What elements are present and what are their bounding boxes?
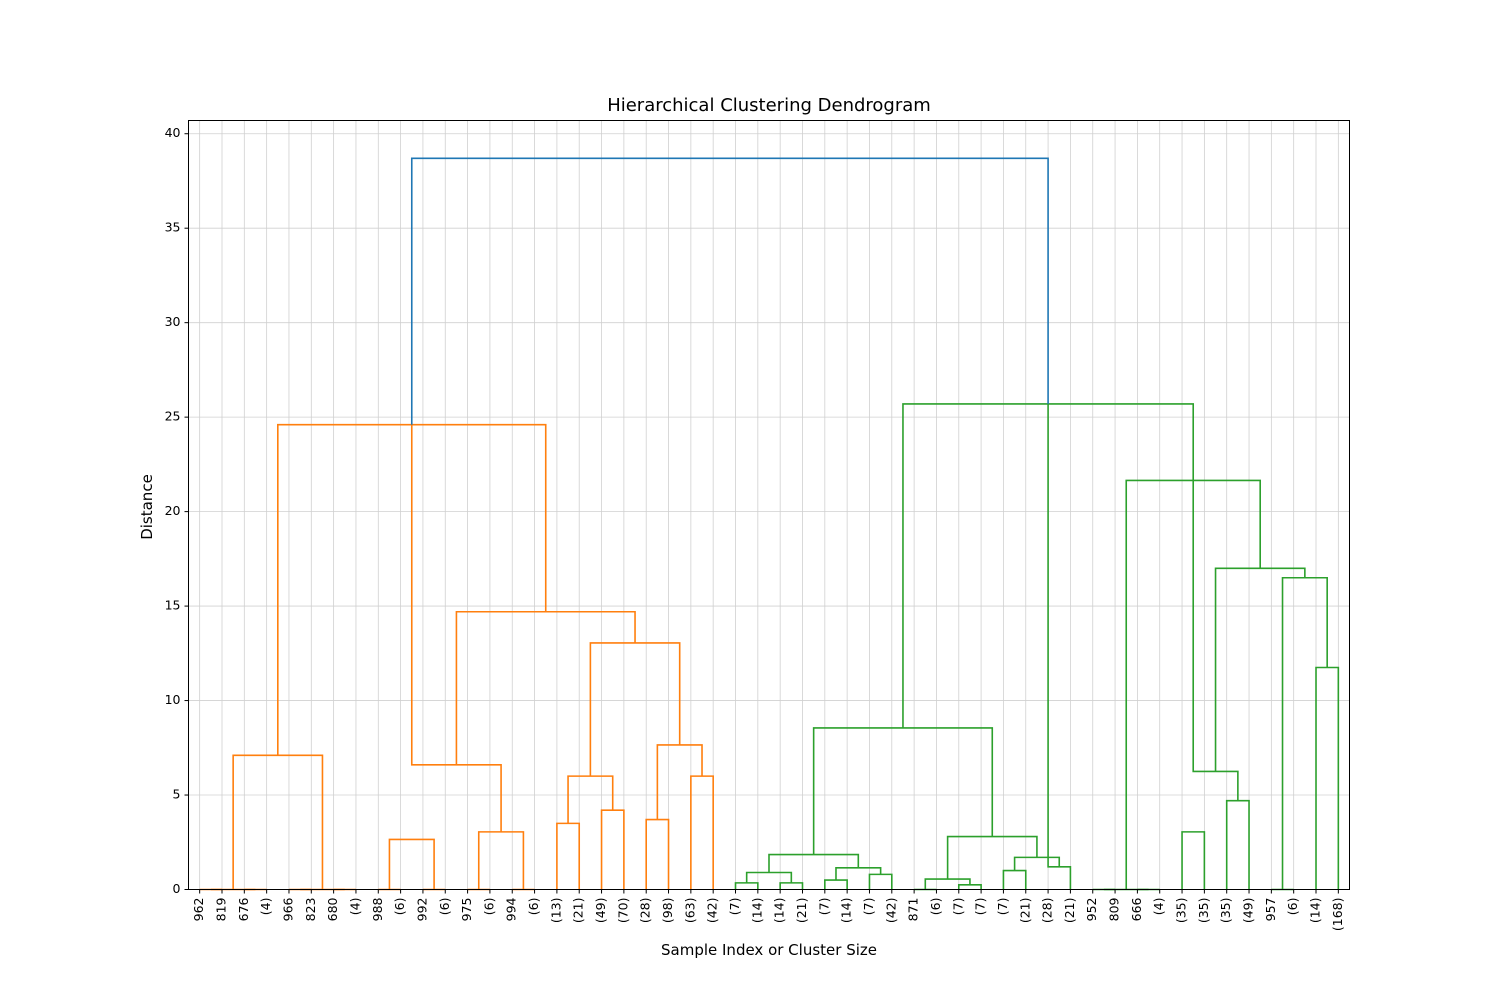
- x-tick-label: (7): [973, 898, 988, 916]
- x-tick-label: (35): [1174, 898, 1189, 924]
- x-tick-label: (49): [1241, 898, 1256, 924]
- dendrogram-link: [1013, 856, 1061, 871]
- dendrogram-link: [745, 871, 793, 883]
- x-tick-label: (7): [861, 898, 876, 916]
- dendrogram-link: [656, 744, 703, 820]
- dendrogram-link: [1047, 403, 1072, 890]
- x-tick-label: (63): [682, 898, 697, 924]
- x-tick-label: 819: [213, 897, 228, 921]
- y-tick-label: 15: [165, 598, 181, 613]
- x-tick-label: 871: [906, 898, 921, 922]
- dendrogram-link: [600, 809, 625, 890]
- x-tick-label: (28): [638, 898, 653, 924]
- y-axis-label: Distance: [138, 474, 156, 540]
- dendrogram-link: [1214, 567, 1306, 772]
- x-tick-label: 975: [459, 898, 474, 922]
- x-tick-label: (6): [1285, 898, 1300, 916]
- grid-lines: [188, 120, 1350, 890]
- dendrogram-link: [589, 642, 681, 777]
- x-tick-label: (49): [593, 898, 608, 924]
- dendrogram-link: [410, 157, 1049, 425]
- x-tick-label: (4): [1151, 898, 1166, 916]
- x-tick-label: (35): [1196, 898, 1211, 924]
- dendrogram-link: [779, 882, 804, 890]
- x-tick-label: 823: [303, 898, 318, 922]
- x-tick-label: 988: [370, 897, 385, 921]
- y-tick-label: 5: [173, 787, 181, 802]
- y-tick-label: 10: [165, 692, 181, 707]
- x-tick-label: (7): [950, 898, 965, 916]
- x-axis-label: Sample Index or Cluster Size: [661, 941, 877, 959]
- plot-frame: [188, 120, 1350, 890]
- x-tick-label: 666: [1129, 897, 1144, 921]
- x-tick-label: 957: [1263, 898, 1278, 922]
- y-tick-label: 30: [165, 314, 181, 329]
- x-tick-label: (4): [347, 898, 362, 916]
- x-tick-label: (14): [839, 898, 854, 924]
- x-tick-label: (14): [1308, 898, 1323, 924]
- dendrogram-links: [199, 157, 1340, 891]
- dendrogram-link: [232, 754, 324, 890]
- x-tick-label: (21): [1017, 898, 1032, 924]
- x-tick-label: (6): [437, 898, 452, 916]
- dendrogram-link: [1181, 831, 1206, 890]
- x-tick-label: 676: [236, 897, 251, 921]
- dendrogram-link: [768, 853, 860, 873]
- dendrogram-link: [1225, 799, 1250, 890]
- dendrogram-link: [812, 727, 994, 855]
- x-tick-label: (7): [816, 898, 831, 916]
- x-tick-label: (6): [392, 898, 407, 916]
- x-tick-label: 680: [325, 897, 340, 921]
- x-tick-label: (13): [548, 898, 563, 924]
- x-axis-ticks: 962 819 676 (4) 966 823 680 (4) 988 (6) 992 (6) 975 (…: [191, 889, 1345, 932]
- x-tick-label: (21): [794, 898, 809, 924]
- y-tick-label: 35: [165, 220, 181, 235]
- x-tick-label: (28): [1040, 898, 1055, 924]
- dendrogram-link: [690, 775, 714, 890]
- x-tick-label: (14): [749, 898, 764, 924]
- y-tick-label: 25: [165, 409, 181, 424]
- dendrogram-link: [868, 873, 893, 890]
- dendrogram-link: [455, 610, 636, 765]
- y-tick-label: 0: [173, 881, 181, 896]
- x-tick-label: (35): [1218, 898, 1233, 924]
- x-tick-label: (6): [928, 898, 943, 916]
- dendrogram-link: [957, 883, 982, 890]
- x-tick-label: (42): [705, 898, 720, 924]
- y-tick-label: 40: [165, 125, 181, 140]
- x-tick-label: 966: [280, 897, 295, 921]
- x-tick-label: (7): [995, 898, 1010, 916]
- x-tick-label: (14): [772, 898, 787, 924]
- x-tick-label: (168): [1330, 898, 1345, 932]
- x-tick-label: 809: [1107, 897, 1122, 921]
- chart-title: Hierarchical Clustering Dendrogram: [607, 95, 931, 116]
- y-tick-label: 20: [165, 503, 181, 518]
- dendrogram-link: [1281, 576, 1328, 890]
- x-tick-label: (42): [883, 898, 898, 924]
- dendrogram-link: [556, 822, 581, 890]
- x-tick-label: (21): [1062, 898, 1077, 924]
- dendrogram-link: [1002, 869, 1027, 890]
- dendrogram-link: [824, 879, 848, 890]
- x-tick-label: 994: [504, 897, 519, 921]
- dendrogram-link: [645, 818, 670, 890]
- dendrogram-link: [477, 831, 525, 890]
- x-tick-label: (21): [571, 898, 586, 924]
- x-tick-label: (98): [660, 898, 675, 924]
- x-tick-label: (6): [526, 898, 541, 916]
- dendrogram-link: [946, 835, 1038, 880]
- dendrogram-link: [734, 882, 759, 890]
- x-tick-label: (7): [727, 898, 742, 916]
- x-tick-label: (70): [615, 898, 630, 924]
- y-axis-ticks: 0 5 10 15 20 25 30 35 40: [165, 125, 189, 896]
- dendrogram-link: [567, 775, 614, 824]
- x-tick-label: (6): [481, 898, 496, 916]
- x-tick-label: 992: [414, 898, 429, 922]
- x-tick-label: (4): [258, 898, 273, 916]
- dendrogram-link: [388, 838, 435, 890]
- x-tick-label: 962: [191, 898, 206, 922]
- x-tick-label: 952: [1084, 898, 1099, 922]
